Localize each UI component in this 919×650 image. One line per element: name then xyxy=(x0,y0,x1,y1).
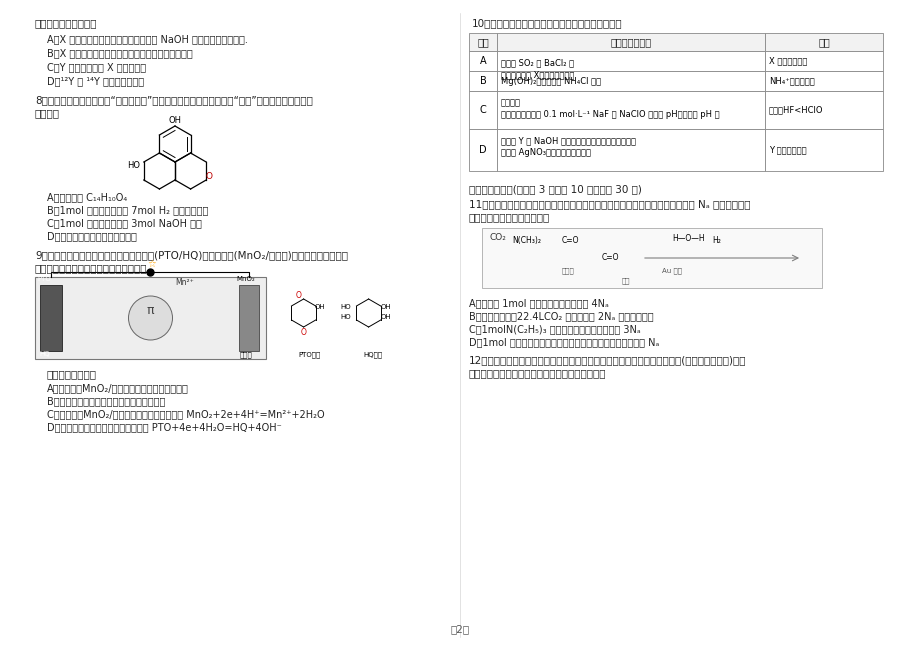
Text: OH: OH xyxy=(169,116,182,125)
Text: 液中通入气体 X，出现白色沉淤: 液中通入气体 X，出现白色沉淤 xyxy=(501,70,573,79)
Text: X 具有强氧化性: X 具有强氧化性 xyxy=(768,57,807,66)
Text: HQ结构: HQ结构 xyxy=(363,351,382,358)
Text: 二、单项选择题(每小题 3 分，共 10 小题，共 30 分): 二、单项选择题(每小题 3 分，共 10 小题，共 30 分) xyxy=(469,184,641,194)
Text: C．1molN(C₂H₅)₃ 中含有的非极性键的数目为 3Nₐ: C．1molN(C₂H₅)₃ 中含有的非极性键的数目为 3Nₐ xyxy=(469,324,640,334)
Text: D．充电时，有机电极的电极反应式为 PTO+4e+4H₂O=HQ+4OH⁻: D．充电时，有机电极的电极反应式为 PTO+4e+4H₂O=HQ+4OH⁻ xyxy=(47,422,281,432)
Text: HO: HO xyxy=(127,161,141,170)
Text: 9．我国化学工作者提出一种利用有机电极(PTO/HQ)和无机电极(MnO₂/石墨汈)，在酸性环境中可充: 9．我国化学工作者提出一种利用有机电极(PTO/HQ)和无机电极(MnO₂/石墨… xyxy=(35,250,347,260)
Text: HQ: HQ xyxy=(39,351,50,357)
Bar xyxy=(469,71,496,91)
Text: 第2页: 第2页 xyxy=(450,624,469,634)
Bar xyxy=(469,51,496,71)
Text: C．1mol 该物质最多能与 3mol NaOH 反应: C．1mol 该物质最多能与 3mol NaOH 反应 xyxy=(47,218,201,228)
Text: 似。下列说法正确的是: 似。下列说法正确的是 xyxy=(35,18,97,28)
Text: O: O xyxy=(295,291,301,300)
Circle shape xyxy=(129,296,173,340)
Text: 11．捕获二氧化碳是碳中和技术之一，下图是捕获二氧化碳生成甲酸的过程，若 Nₐ 为阿伏加德罗: 11．捕获二氧化碳是碳中和技术之一，下图是捕获二氧化碳生成甲酸的过程，若 Nₐ … xyxy=(469,199,750,209)
Text: B: B xyxy=(479,76,486,86)
Text: C=O: C=O xyxy=(601,254,618,263)
Text: 向溶有 SO₂ 的 BaCl₂ 溶: 向溶有 SO₂ 的 BaCl₂ 溶 xyxy=(501,58,573,67)
Text: D: D xyxy=(479,145,486,155)
Bar xyxy=(765,71,882,91)
Bar xyxy=(496,33,765,51)
Text: 酸性：HF<HClO: 酸性：HF<HClO xyxy=(768,105,823,114)
Text: B．1mol 该物质最多能与 7mol H₂ 发生加成反应: B．1mol 该物质最多能与 7mol H₂ 发生加成反应 xyxy=(47,205,208,215)
Text: C．Y 的主族序数与 X 中子数相等: C．Y 的主族序数与 X 中子数相等 xyxy=(47,62,146,72)
Text: HO: HO xyxy=(340,314,351,320)
Text: A．X 的最高价氧化物对应的水化物能与 NaOH 溶液反应生成盐和水.: A．X 的最高价氧化物对应的水化物能与 NaOH 溶液反应生成盐和水. xyxy=(47,34,247,44)
Text: A．每生成 1mol 甲酸，转移的电子数为 4Nₐ: A．每生成 1mol 甲酸，转移的电子数为 4Nₐ xyxy=(469,298,608,308)
Text: O: O xyxy=(301,328,306,337)
Text: 正确的是: 正确的是 xyxy=(35,108,60,118)
Text: B．X 单质可与强酸溶液反应，但不能与强熒溶液反应: B．X 单质可与强酸溶液反应，但不能与强熒溶液反应 xyxy=(47,48,193,58)
Bar xyxy=(239,285,259,351)
Text: 常数的值，下列说法正确的是: 常数的值，下列说法正确的是 xyxy=(469,212,550,222)
Text: NH₄⁺水解呈酸性: NH₄⁺水解呈酸性 xyxy=(768,77,814,86)
Bar xyxy=(469,91,496,129)
Bar xyxy=(765,129,882,171)
Text: D．1mol 甲酸和足量乙醇充分反应后，生成甲酸乙酯的数目为 Nₐ: D．1mol 甲酸和足量乙醇充分反应后，生成甲酸乙酯的数目为 Nₐ xyxy=(469,337,659,347)
Text: C=O: C=O xyxy=(562,236,579,245)
Text: 10．根据下列实验操作和现象所得出的结论正确的是: 10．根据下列实验操作和现象所得出的结论正确的是 xyxy=(471,18,622,28)
Bar xyxy=(40,285,62,351)
Text: ☆: ☆ xyxy=(147,259,155,269)
Text: B．标准状况下，22.4LCO₂ 分子中含有 2Nₐ 对共用电子对: B．标准状况下，22.4LCO₂ 分子中含有 2Nₐ 对共用电子对 xyxy=(469,311,652,321)
Text: Y 中含有氯原子: Y 中含有氯原子 xyxy=(768,146,806,155)
Bar xyxy=(35,277,266,359)
Text: OH: OH xyxy=(380,314,391,320)
Text: 石墨汈: 石墨汈 xyxy=(240,351,253,358)
Text: 再滴入 AgNO₃溶液，产生白色沉淤: 再滴入 AgNO₃溶液，产生白色沉淤 xyxy=(501,148,590,157)
Text: N(CH₃)₂: N(CH₃)₂ xyxy=(512,236,540,245)
Text: PTO: PTO xyxy=(37,276,51,282)
Text: H₂: H₂ xyxy=(711,236,720,245)
Text: H—O—H: H—O—H xyxy=(671,234,704,243)
Text: C: C xyxy=(479,105,486,115)
Text: Mn²⁺: Mn²⁺ xyxy=(176,278,194,287)
Text: 实验操作和现象: 实验操作和现象 xyxy=(610,37,651,47)
Text: 电的电池其放电时的工作原理如图所示：: 电的电池其放电时的工作原理如图所示： xyxy=(35,263,147,273)
Text: 12．亚砦酸钓是一种工业盐，在生产、生活中应用广泛。现用下图所示装置(夹持装置已省略)及药: 12．亚砦酸钓是一种工业盐，在生产、生活中应用广泛。现用下图所示装置(夹持装置已… xyxy=(469,355,745,365)
Text: π: π xyxy=(146,304,153,317)
Bar xyxy=(765,33,882,51)
Text: 品探究亚砦酸钓与砦酸的反应及气体产物的成分。: 品探究亚砦酸钓与砦酸的反应及气体产物的成分。 xyxy=(469,368,606,378)
Text: 分别测定浓度均为 0.1 mol·L⁻¹ NaF 和 NaClO 溶液的 pH，后者的 pH 大: 分别测定浓度均为 0.1 mol·L⁻¹ NaF 和 NaClO 溶液的 pH，… xyxy=(501,110,719,119)
Bar xyxy=(496,71,765,91)
Text: 下列说法错误的是: 下列说法错误的是 xyxy=(47,369,96,379)
Text: 结论: 结论 xyxy=(817,37,829,47)
Text: HO: HO xyxy=(340,304,351,310)
Text: D．¹²Y 和 ¹⁴Y 互为同素异形体: D．¹²Y 和 ¹⁴Y 互为同素异形体 xyxy=(47,76,144,86)
Text: 8．我国科技工作者发现某“小分子胶水”（结构简式如图）能自噬细胞“吞没”致病蛋白。下列说法: 8．我国科技工作者发现某“小分子胶水”（结构简式如图）能自噬细胞“吞没”致病蛋白… xyxy=(35,95,312,105)
Text: A: A xyxy=(479,56,486,66)
Text: CO₂: CO₂ xyxy=(490,233,506,242)
Text: B．充电时，有机电极和外接电源的负极相连: B．充电时，有机电极和外接电源的负极相连 xyxy=(47,396,165,406)
Bar xyxy=(496,51,765,71)
Text: 氢活化: 氢活化 xyxy=(562,267,574,274)
Text: MnO₂: MnO₂ xyxy=(236,276,255,282)
Text: 常温下，: 常温下， xyxy=(501,98,520,107)
Bar xyxy=(482,228,821,288)
Text: OH: OH xyxy=(380,304,391,310)
Text: 选项: 选项 xyxy=(477,37,488,47)
Text: PTO结构: PTO结构 xyxy=(299,351,321,358)
Text: 鹵代烃 Y 与 NaOH 水溶液共煎后，加入足量稀砦酸，: 鹵代烃 Y 与 NaOH 水溶液共煎后，加入足量稀砦酸， xyxy=(501,136,635,145)
Text: 基体: 基体 xyxy=(621,278,630,284)
Bar xyxy=(496,129,765,171)
Text: Au 活化: Au 活化 xyxy=(662,267,681,274)
Bar xyxy=(496,91,765,129)
Text: C．放电时，MnO₂/石墨汈电极的电极反应式为 MnO₂+2e+4H⁺=Mn²⁺+2H₂O: C．放电时，MnO₂/石墨汈电极的电极反应式为 MnO₂+2e+4H⁺=Mn²⁺… xyxy=(47,409,324,419)
Text: A．分子式是 C₁₄H₁₀O₄: A．分子式是 C₁₄H₁₀O₄ xyxy=(47,192,127,202)
Text: A．放电时，MnO₂/石墨汈为正极，发生还原反应: A．放电时，MnO₂/石墨汈为正极，发生还原反应 xyxy=(47,383,188,393)
Bar xyxy=(469,129,496,171)
Bar xyxy=(765,51,882,71)
Text: OH: OH xyxy=(314,304,325,310)
Text: D．所有原子不可能在同一平面内: D．所有原子不可能在同一平面内 xyxy=(47,231,137,241)
Text: O: O xyxy=(205,172,212,181)
Bar xyxy=(765,91,882,129)
Bar xyxy=(469,33,496,51)
Text: Mg(OH)₂沉淤溶解于 NH₄Cl 溶液: Mg(OH)₂沉淤溶解于 NH₄Cl 溶液 xyxy=(501,77,600,86)
